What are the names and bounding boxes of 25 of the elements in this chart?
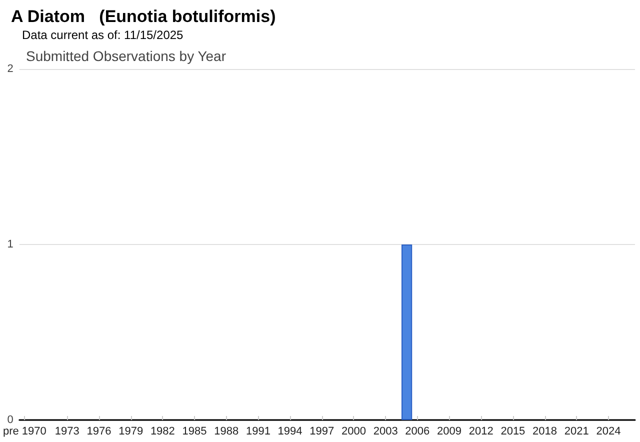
x-tick-label: 2000 [341, 426, 366, 438]
x-tick-label: 1979 [118, 426, 144, 438]
chart-title: A Diatom (Eunotia botuliformis) [11, 7, 276, 26]
chart-subtitle: Data current as of: 11/15/2025 [22, 28, 184, 42]
x-tick-label: 2024 [596, 426, 621, 438]
y-tick-label: 0 [7, 414, 14, 426]
y-tick-label: 2 [7, 63, 14, 75]
x-tick-label: 1988 [214, 426, 239, 438]
x-tick-label: 1994 [278, 426, 302, 438]
x-tick-label: 2018 [532, 426, 558, 438]
text: Submitted Observations by Year [26, 48, 226, 64]
y-tick-label: 1 [7, 238, 14, 250]
x-tick-label: 1976 [86, 426, 112, 438]
x-tick-label: 1985 [182, 426, 207, 438]
x-tick-label: 1982 [150, 426, 175, 438]
x-tick-label: 1997 [310, 426, 334, 438]
x-tick-label: 2006 [405, 426, 430, 438]
x-tick-label: pre 1970 [2, 426, 46, 438]
x-tick-label: 1973 [54, 426, 80, 438]
x-tick-label: 1991 [246, 426, 270, 438]
x-tick-label: 2009 [437, 426, 462, 438]
x-tick-label: 2003 [373, 426, 398, 438]
x-tick-label: 2012 [468, 426, 494, 438]
x-tick-label: 2015 [500, 426, 526, 438]
x-tick-label: 2021 [564, 426, 589, 438]
